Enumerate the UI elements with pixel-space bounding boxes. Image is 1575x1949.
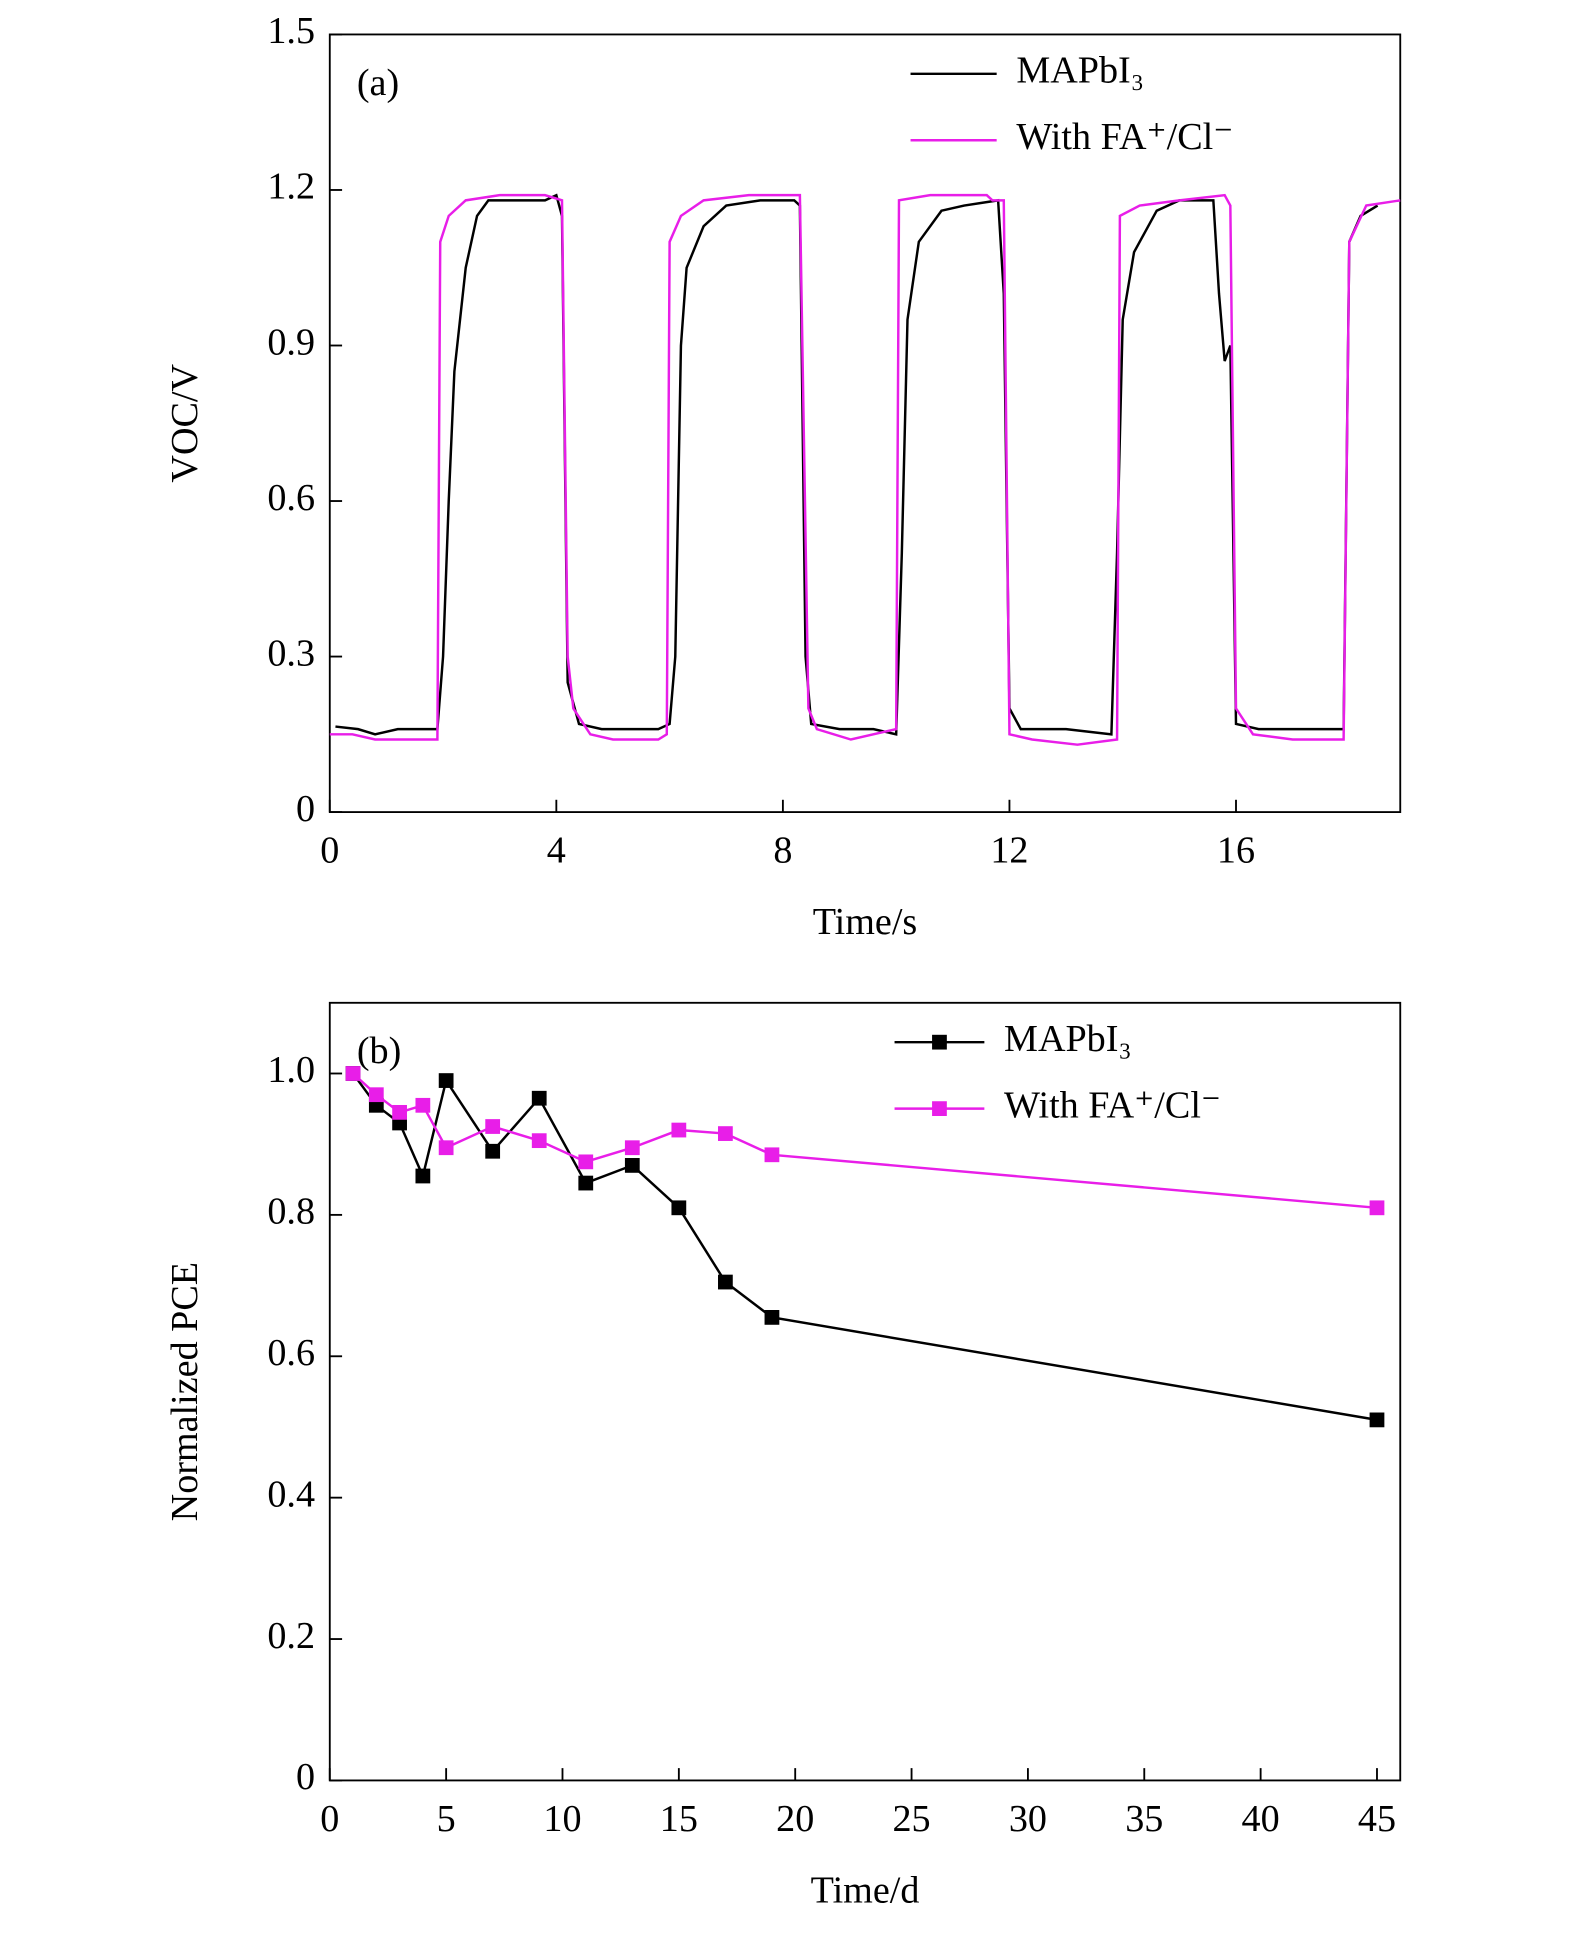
y-axis-label: VOC/V: [164, 363, 206, 482]
x-tick-label: 45: [1358, 1798, 1396, 1840]
marker: [345, 1066, 361, 1081]
y-tick-label: 0.8: [267, 1191, 315, 1233]
marker: [368, 1087, 384, 1103]
marker: [531, 1090, 547, 1106]
x-tick-label: 15: [660, 1798, 698, 1840]
marker: [531, 1133, 547, 1149]
marker: [764, 1147, 780, 1163]
x-tick-label: 16: [1217, 830, 1255, 872]
legend-label: With FA⁺/Cl⁻: [1004, 1084, 1221, 1126]
x-tick-label: 0: [320, 1798, 339, 1840]
y-tick-label: 0.6: [267, 477, 315, 519]
series-line: [352, 1072, 1378, 1422]
marker: [718, 1274, 733, 1290]
marker: [671, 1122, 687, 1138]
x-tick-label: 5: [437, 1798, 456, 1840]
marker: [415, 1168, 431, 1184]
marker: [578, 1175, 594, 1191]
y-tick-label: 1.0: [267, 1049, 315, 1091]
x-tick-label: 12: [990, 830, 1028, 872]
marker: [1369, 1200, 1385, 1216]
y-tick-label: 1.5: [267, 10, 315, 52]
legend-marker: [932, 1101, 947, 1116]
legend-marker: [932, 1034, 947, 1050]
series-line: [329, 193, 1401, 746]
y-tick-label: 0.2: [267, 1615, 315, 1657]
x-axis-label: Time/s: [813, 901, 918, 943]
x-tick-label: 20: [776, 1798, 814, 1840]
marker: [718, 1126, 733, 1141]
y-tick-label: 0.9: [267, 321, 315, 363]
marker: [624, 1158, 640, 1173]
series-line: [352, 1072, 1378, 1210]
y-tick-label: 0: [296, 1756, 315, 1798]
marker: [415, 1097, 431, 1113]
x-tick-label: 10: [543, 1798, 581, 1840]
panel-label: (b): [357, 1030, 401, 1072]
plot-frame: [328, 33, 1402, 814]
y-tick-label: 0: [296, 788, 315, 830]
marker: [624, 1140, 640, 1156]
marker: [438, 1073, 454, 1088]
x-tick-label: 35: [1125, 1798, 1163, 1840]
y-tick-label: 0.3: [267, 632, 315, 674]
y-tick-label: 0.6: [267, 1332, 315, 1374]
x-tick-label: 0: [320, 830, 339, 872]
y-tick-label: 1.2: [267, 166, 315, 208]
marker: [485, 1119, 501, 1134]
marker: [764, 1310, 780, 1325]
x-tick-label: 8: [773, 830, 792, 872]
marker: [392, 1104, 407, 1120]
marker: [438, 1140, 454, 1156]
x-tick-label: 4: [547, 830, 566, 872]
legend-label: MAPbI₃: [1016, 50, 1144, 92]
marker: [1369, 1412, 1385, 1428]
panel-label: (a): [357, 62, 399, 104]
series-line: [335, 193, 1379, 736]
legend-label: With FA⁺/Cl⁻: [1016, 116, 1233, 158]
y-axis-label: Normalized PCE: [164, 1262, 206, 1521]
x-tick-label: 40: [1242, 1798, 1280, 1840]
marker: [485, 1143, 501, 1159]
plot-frame: [328, 1001, 1402, 1782]
legend-label: MAPbI₃: [1004, 1018, 1132, 1060]
marker: [671, 1200, 687, 1216]
y-tick-label: 0.4: [267, 1473, 315, 1515]
x-tick-label: 25: [892, 1798, 930, 1840]
x-axis-label: Time/d: [811, 1869, 920, 1911]
x-tick-label: 30: [1009, 1798, 1047, 1840]
marker: [578, 1154, 594, 1170]
